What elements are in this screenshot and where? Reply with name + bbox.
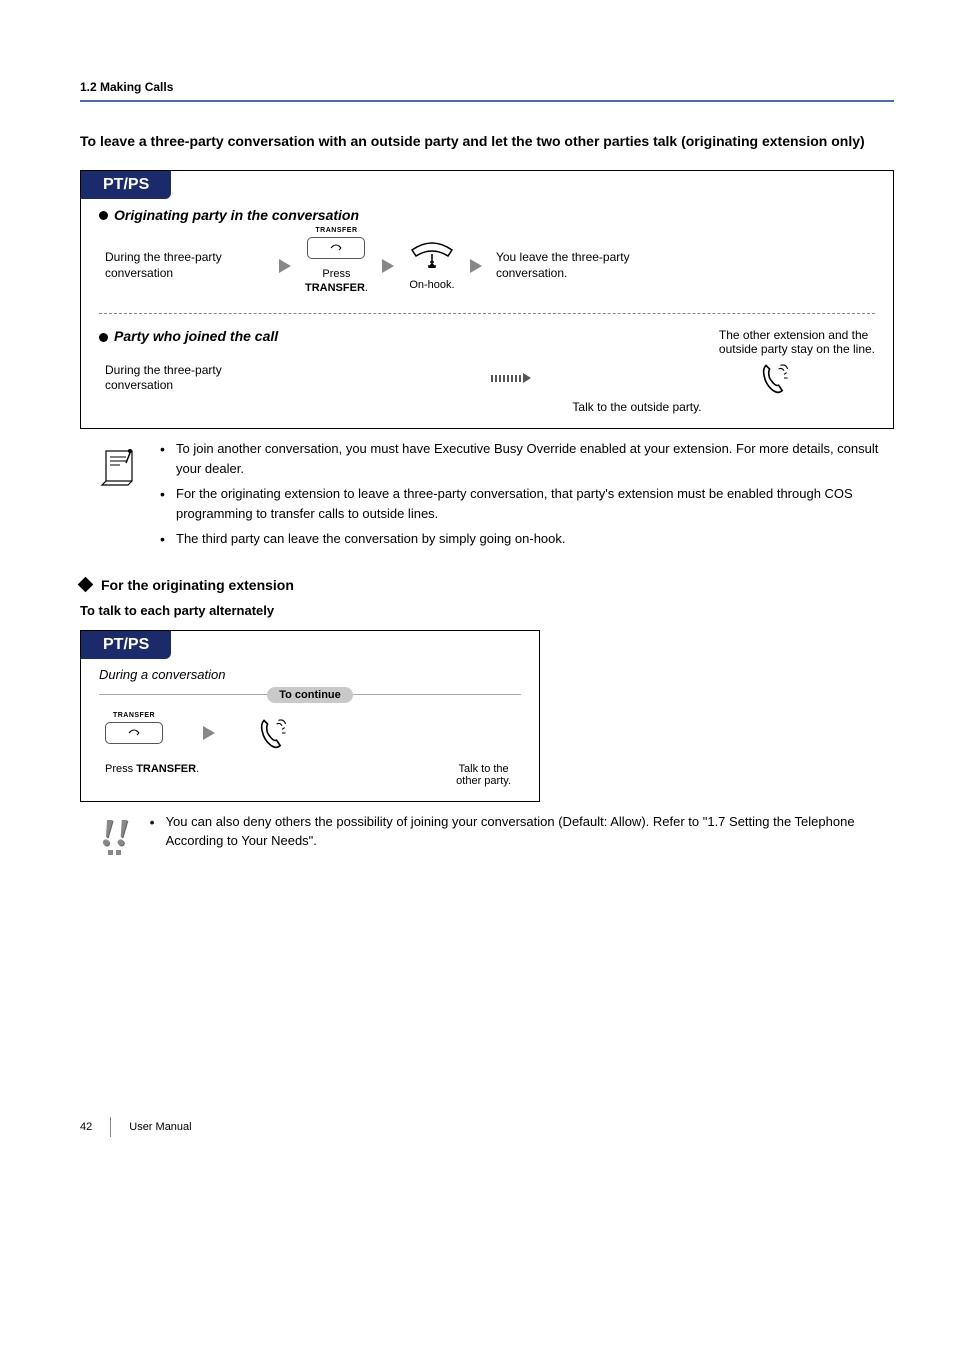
- subsection-sub: To talk to each party alternately: [80, 603, 894, 618]
- subsection-heading: For the originating extension: [80, 577, 894, 593]
- flow-row-originating: During the three-party conversation TRAN…: [81, 233, 893, 300]
- notes-list-2: You can also deny others the possibility…: [150, 812, 894, 857]
- originating-heading: Originating party in the conversation: [99, 207, 875, 223]
- transfer-caption: Press TRANSFER.: [305, 267, 368, 296]
- dotted-arrow-icon: [491, 373, 531, 383]
- result-leave: You leave the three-party conversation.: [496, 250, 666, 281]
- procedure-box-1: PT/PS Originating party in the conversat…: [80, 170, 894, 430]
- flow-row-alternate: TRANSFER: [99, 711, 521, 755]
- joined-party-header-row: Party who joined the call The other exte…: [81, 328, 893, 356]
- arrow-icon: [382, 259, 394, 273]
- talk-step: [757, 360, 793, 396]
- footer-divider: [110, 1117, 111, 1137]
- state-joined: During the three-party conversation: [105, 363, 265, 394]
- transfer-icon: [329, 243, 343, 253]
- transfer-key: TRANSFER: [307, 237, 365, 259]
- transfer-icon: [127, 728, 141, 738]
- talk-caption: Talk to the outside party.: [81, 400, 893, 414]
- notes-block-1: To join another conversation, you must h…: [100, 439, 894, 555]
- transfer-key: TRANSFER: [105, 722, 163, 744]
- important-icon: !!: [100, 816, 130, 855]
- bullet-icon: [99, 333, 108, 342]
- press-label: Press: [322, 268, 350, 280]
- page-title: To leave a three-party conversation with…: [80, 132, 894, 152]
- bullet-icon: [99, 211, 108, 220]
- onhook-caption: On-hook.: [409, 278, 454, 292]
- to-continue-pill: To continue: [267, 687, 353, 703]
- notepad-icon: [100, 443, 140, 490]
- note-item: You can also deny others the possibility…: [150, 812, 894, 851]
- transfer-key-label: TRANSFER: [315, 227, 357, 234]
- arrow-icon: [470, 259, 482, 273]
- joined-heading: Party who joined the call: [99, 328, 278, 344]
- transfer-word: TRANSFER: [136, 763, 196, 775]
- result-line2: conversation.: [496, 266, 567, 280]
- dashed-separator: [99, 313, 875, 314]
- page-footer: 42 User Manual: [80, 1117, 894, 1137]
- talk-line1: Talk to the: [459, 763, 509, 775]
- joined-right-note: The other extension and the outside part…: [719, 328, 875, 356]
- period: .: [365, 282, 368, 294]
- device-banner: PT/PS: [81, 631, 171, 659]
- note-item: The third party can leave the conversati…: [160, 529, 894, 549]
- originating-heading-text: Originating party in the conversation: [114, 207, 359, 223]
- talk-other-caption: Talk to the other party.: [456, 763, 511, 787]
- transfer-key-step: TRANSFER Press TRANSFER.: [305, 237, 368, 296]
- section-header: 1.2 Making Calls: [80, 80, 894, 94]
- flow-row-joined: During the three-party conversation: [81, 356, 893, 400]
- joined-heading-text: Party who joined the call: [114, 328, 278, 344]
- phone-onhook-icon: [408, 240, 456, 270]
- header-rule: [80, 100, 894, 102]
- notes-list-1: To join another conversation, you must h…: [160, 439, 894, 555]
- talk-line2: other party.: [456, 775, 511, 787]
- procedure-box-2: PT/PS During a conversation To continue …: [80, 630, 540, 802]
- during-label: During a conversation: [99, 667, 521, 682]
- talk-step: [255, 715, 291, 751]
- press-transfer-caption: Press TRANSFER.: [105, 763, 199, 787]
- device-banner: PT/PS: [81, 171, 171, 199]
- note-item: For the originating extension to leave a…: [160, 484, 894, 523]
- right-note-line1: The other extension and the: [719, 328, 868, 342]
- onhook-step: On-hook.: [408, 240, 456, 292]
- state-during-conversation: During the three-party conversation: [105, 250, 265, 281]
- right-note-line2: outside party stay on the line.: [719, 342, 875, 356]
- handset-talk-icon: [255, 715, 291, 751]
- notes-block-2: !! You can also deny others the possibil…: [100, 812, 894, 857]
- footer-label: User Manual: [129, 1121, 191, 1133]
- transfer-word: TRANSFER: [305, 282, 365, 294]
- note-item: To join another conversation, you must h…: [160, 439, 894, 478]
- handset-talk-icon: [757, 360, 793, 396]
- result-line1: You leave the three-party: [496, 250, 630, 264]
- diamond-icon: [78, 577, 94, 593]
- press-word: Press: [105, 763, 136, 775]
- transfer-key-label: TRANSFER: [113, 712, 155, 719]
- arrow-icon: [203, 726, 215, 740]
- arrow-icon: [279, 259, 291, 273]
- subsection-title: For the originating extension: [101, 577, 294, 593]
- period: .: [196, 763, 199, 775]
- transfer-key-step: TRANSFER: [105, 722, 163, 744]
- page-number: 42: [80, 1121, 92, 1133]
